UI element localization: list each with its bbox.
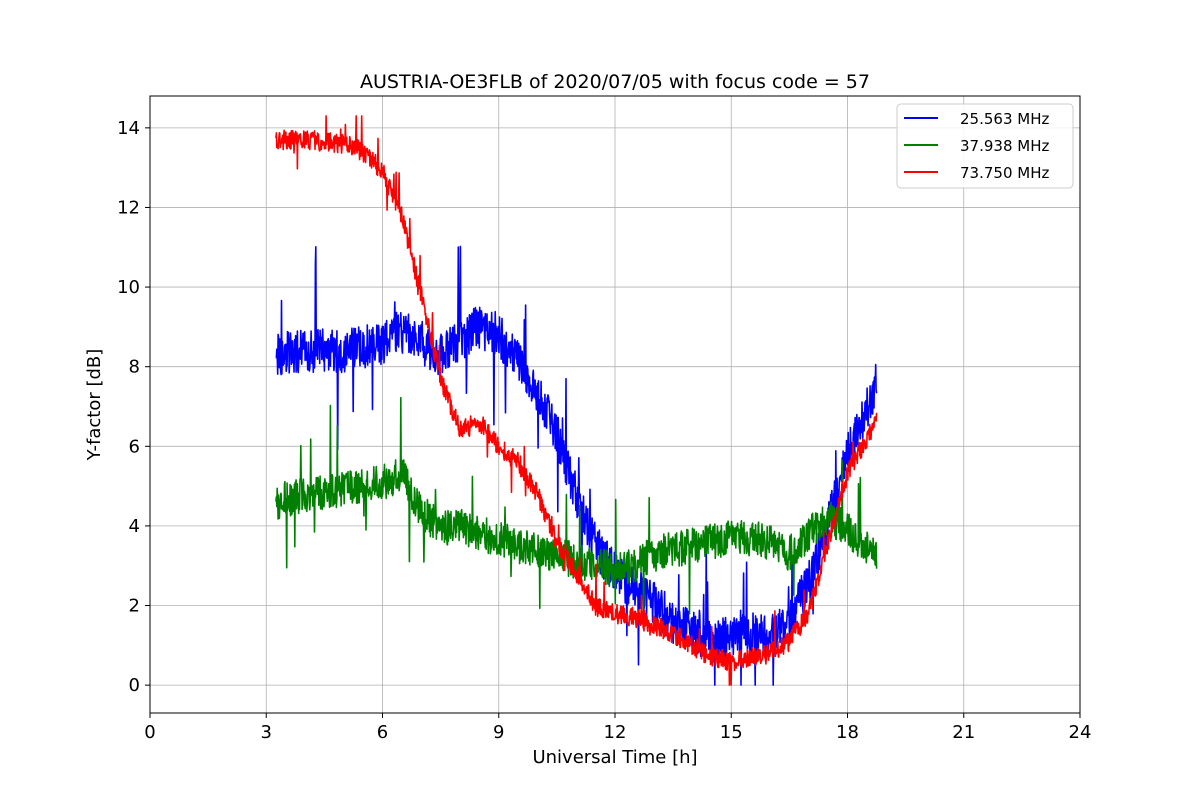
x-tick-label: 18 [836, 722, 859, 743]
chart-title: AUSTRIA-OE3FLB of 2020/07/05 with focus … [360, 71, 870, 93]
legend-label-25563: 25.563 MHz [960, 110, 1049, 128]
series-line-25563 [275, 245, 878, 686]
y-tick-label: 10 [117, 277, 140, 298]
x-tick-label: 24 [1069, 722, 1092, 743]
series-line-73750 [275, 115, 878, 686]
y-axis-label: Y-factor [dB] [84, 349, 105, 462]
series-group [275, 115, 878, 686]
legend-label-73750: 73.750 MHz [960, 164, 1049, 182]
x-tick-label: 0 [144, 722, 155, 743]
y-tick-label: 8 [129, 357, 140, 378]
x-tick-label: 6 [377, 722, 388, 743]
x-tick-label: 12 [604, 722, 627, 743]
x-tick-label: 9 [493, 722, 504, 743]
x-tick-label: 3 [261, 722, 272, 743]
legend-label-37938: 37.938 MHz [960, 137, 1049, 155]
y-tick-label: 12 [117, 197, 140, 218]
x-axis-label: Universal Time [h] [532, 747, 697, 768]
y-tick-label: 4 [129, 516, 140, 537]
y-tick-label: 0 [129, 675, 140, 696]
y-tick-label: 14 [117, 118, 140, 139]
legend-box [896, 103, 1074, 189]
series-line-37938 [275, 396, 878, 629]
y-tick-label: 2 [129, 596, 140, 617]
x-tick-label: 21 [952, 722, 975, 743]
legend: 25.563 MHz 37.938 MHz 73.750 MHz [896, 103, 1074, 189]
y-tick-label: 6 [129, 436, 140, 457]
x-tick-label: 15 [720, 722, 743, 743]
